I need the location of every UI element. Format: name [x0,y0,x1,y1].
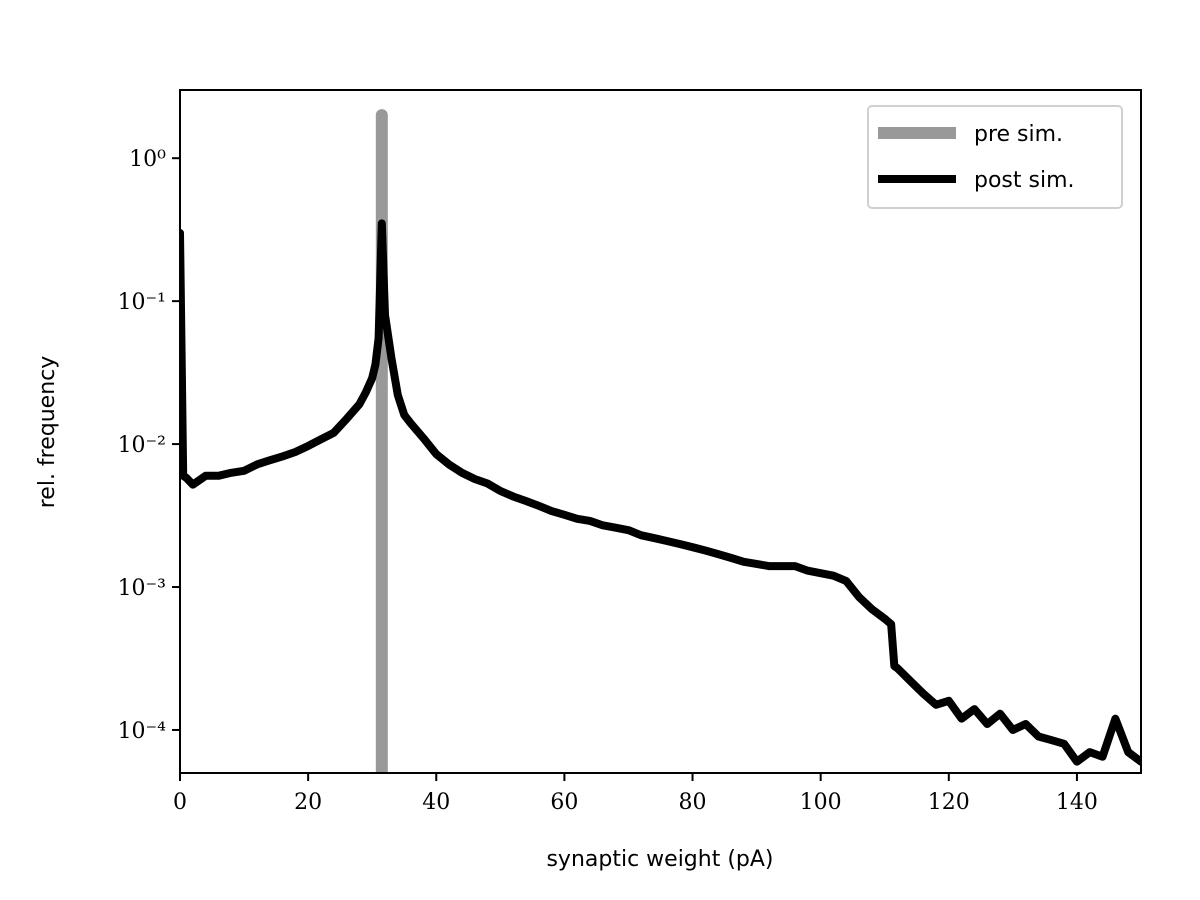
y-tick-label: 10⁻⁴ [118,719,167,744]
x-tick-label: 80 [679,790,707,815]
series-line [180,219,1141,766]
x-tick-label: 140 [1056,790,1098,815]
y-tick-label: 10⁻³ [118,576,166,601]
y-tick-label: 10⁰ [129,147,166,172]
x-tick-label: 120 [928,790,970,815]
axes-frame [179,89,1142,774]
plot-area [180,109,1141,773]
legend-label: post sim. [974,168,1075,193]
x-tick-label: 60 [550,790,578,815]
x-tick-label: 100 [800,790,842,815]
x-axis-label: synaptic weight (pA) [546,847,773,872]
y-tick-label: 10⁻² [118,433,166,458]
x-tick-label: 40 [422,790,450,815]
legend-label: pre sim. [974,122,1063,147]
x-tick-label: 20 [294,790,322,815]
y-tick-label: 10⁻¹ [118,290,166,315]
y-axis-label: rel. frequency [35,356,60,509]
x-tick-label: 0 [173,790,187,815]
